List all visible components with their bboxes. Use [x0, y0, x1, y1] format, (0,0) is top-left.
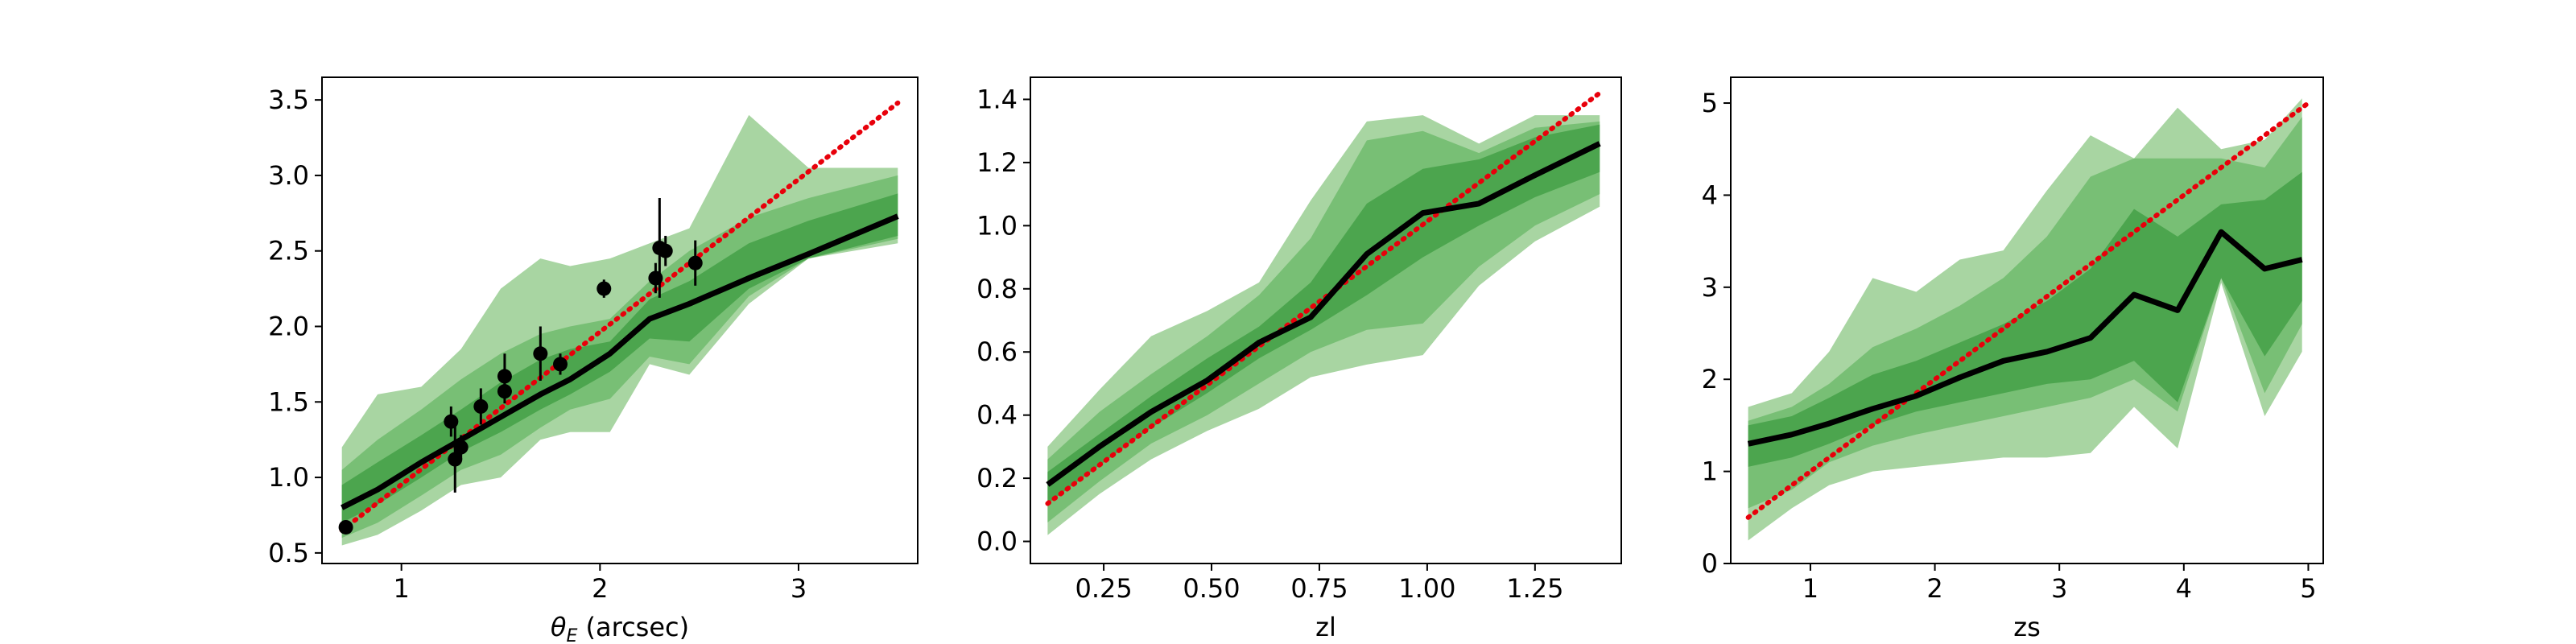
y-tick-label: 1.0 [976, 210, 1018, 241]
y-tick-label: 3.0 [268, 160, 309, 191]
panel-zs: 1 2 3 4 5 0 1 2 3 4 5 zs [1702, 76, 2324, 642]
x-axis-label: θE (arcsec) [551, 612, 689, 644]
y-tick-label: 0 [1702, 548, 1718, 579]
y-tick-label: 2.5 [268, 236, 309, 266]
x-tick-label: 3 [791, 573, 807, 604]
y-tick-label: 1.4 [976, 84, 1018, 114]
panel-theta-e: 1 2 3 0.5 1.0 1.5 2.0 2.5 3.0 3.5 θE (arcsec) [268, 76, 919, 644]
data-point [448, 452, 463, 467]
median-line [1046, 141, 1601, 487]
data-point [338, 519, 353, 535]
y-tick-label: 3.5 [268, 85, 309, 115]
x-axis-label: zl [1315, 612, 1336, 642]
median-line [1747, 229, 2303, 447]
x-axis-label: zs [2013, 612, 2040, 642]
band-inner [1748, 171, 2302, 467]
one-to-one-line [1045, 90, 1603, 506]
data-point [533, 346, 548, 361]
data-point [553, 357, 568, 372]
y-tick-label: 2 [1702, 364, 1718, 394]
data-point [453, 440, 469, 455]
band-inner [1047, 124, 1600, 504]
data-point [473, 398, 489, 414]
x-tick-label: 2 [592, 573, 608, 604]
x-tick-label: 1.00 [1398, 573, 1455, 604]
y-tick-label: 2.0 [268, 312, 309, 342]
data-point [687, 255, 703, 270]
y-tick-label: 1.0 [268, 462, 309, 493]
y-tick-label: 3 [1702, 272, 1718, 303]
y-tick-label: 4 [1702, 180, 1718, 210]
x-tick-label: 0.50 [1183, 573, 1240, 604]
x-tick-label: 1 [393, 573, 409, 604]
y-tick-label: 0.5 [268, 538, 309, 568]
y-tick-label: 0.2 [976, 463, 1018, 493]
x-tick-label: 1 [1802, 573, 1818, 604]
y-tick-label: 1.2 [976, 147, 1018, 178]
median-line [341, 213, 899, 510]
axes-frame [321, 76, 919, 564]
x-tick-label: 4 [2176, 573, 2192, 604]
x-tick-label: 3 [2051, 573, 2067, 604]
y-tick-label: 5 [1702, 88, 1718, 118]
axes-frame [1030, 76, 1622, 564]
x-tick-label: 5 [2300, 573, 2316, 604]
axes-frame [1730, 76, 2324, 564]
y-tick-label: 0.4 [976, 400, 1018, 431]
y-tick-label: 0.8 [976, 274, 1018, 304]
y-tick-label: 0.0 [976, 526, 1018, 557]
y-tick-label: 0.6 [976, 336, 1018, 367]
data-point [658, 243, 673, 258]
x-tick-label: 0.75 [1290, 573, 1348, 604]
panel-zl: 0.25 0.50 0.75 1.00 1.25 0.0 0.2 0.4 0.6 0.8 1.0 1.… [976, 76, 1622, 642]
one-to-one-line [1745, 101, 2311, 520]
data-point [597, 281, 612, 296]
x-tick-label: 0.25 [1075, 573, 1132, 604]
y-tick-label: 1 [1702, 456, 1718, 487]
x-tick-label: 1.25 [1506, 573, 1563, 604]
data-point [497, 369, 512, 384]
y-tick-label: 1.5 [268, 386, 309, 417]
x-tick-label: 2 [1926, 573, 1942, 604]
data-point [444, 414, 459, 429]
